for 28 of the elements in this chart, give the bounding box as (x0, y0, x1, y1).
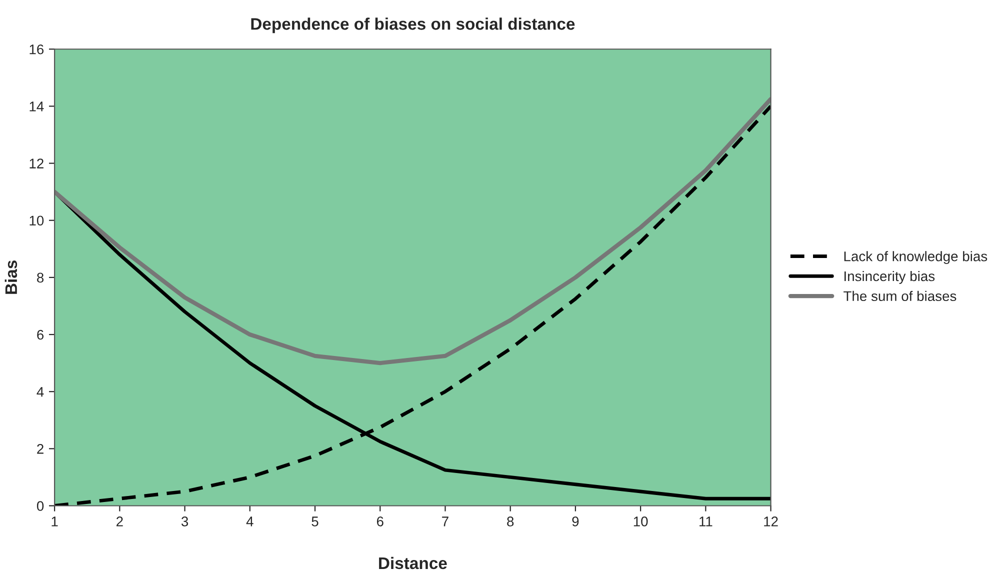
x-tick-label: 8 (507, 516, 514, 526)
x-tick-label: 1 (52, 516, 58, 526)
x-tick-label: 10 (634, 516, 648, 526)
legend-label: Lack of knowledge bias (844, 251, 988, 264)
y-tick-label: 8 (37, 272, 44, 283)
y-tick-label: 4 (36, 387, 44, 397)
x-tick-label: 3 (181, 516, 188, 526)
y-tick-label: 6 (37, 330, 44, 340)
y-tick-label: 0 (36, 501, 44, 511)
y-tick-label: 10 (30, 216, 44, 226)
y-tick-label: 2 (37, 444, 44, 454)
y-tick-label: 12 (30, 158, 44, 168)
line-series (54, 96, 771, 366)
x-tick-label: 7 (442, 516, 448, 526)
x-tick-label: 9 (572, 516, 579, 526)
x-axis-title: Distance (379, 556, 447, 570)
y-tick-label: 16 (30, 44, 44, 54)
legend-label: Insincerity bias (844, 270, 935, 284)
x-tick-label: 6 (376, 516, 384, 526)
y-tick-label: 14 (30, 102, 44, 112)
chart-title: Dependence of biases on social distance (251, 18, 575, 34)
x-tick-label: 12 (764, 516, 778, 526)
x-tick-label: 2 (116, 516, 123, 526)
x-tick-label: 5 (312, 516, 318, 526)
x-tick-label: 11 (700, 516, 712, 526)
y-axis-title: Bias (4, 260, 18, 294)
legend-label: The sum of biases (844, 290, 956, 302)
x-tick-label: 4 (246, 516, 254, 526)
